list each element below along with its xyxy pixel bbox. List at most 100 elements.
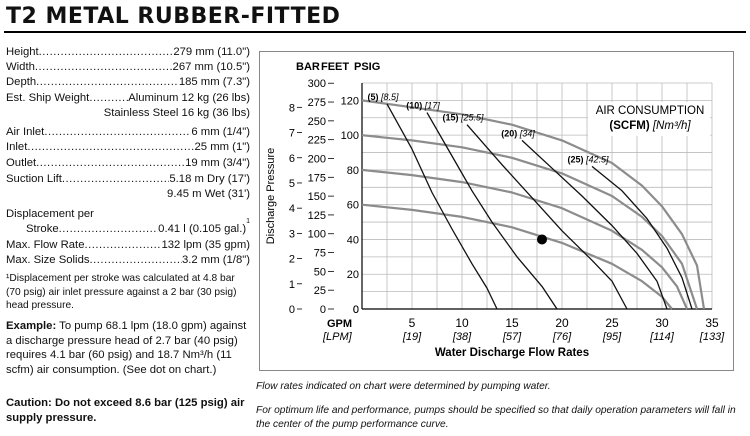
psig-tick-label: 100	[341, 130, 359, 142]
spec-label: Suction Lift	[6, 173, 62, 185]
spec-value: 3.2 mm (1/8")	[181, 254, 250, 266]
feet-tick-label: 275	[308, 97, 326, 109]
air-consumption-title: AIR CONSUMPTION	[596, 105, 705, 117]
bar-tick-label: 3	[289, 228, 295, 240]
gpm-tick-label: 35	[705, 316, 719, 330]
spec-label: Inlet	[6, 141, 28, 153]
gpm-tick-label: 15	[505, 316, 519, 330]
air-supply-curve	[361, 99, 706, 310]
lpm-tick-label: [95]	[602, 331, 622, 343]
gpm-tick-label: 10	[455, 316, 469, 330]
air-supply-curve	[361, 203, 673, 310]
spec-label: Stroke	[26, 223, 59, 235]
spec-width: Width 267 mm (10.5")	[6, 60, 250, 75]
psig-tick-label: 40	[347, 234, 359, 246]
chart-caption-flow: Flow rates indicated on chart were deter…	[256, 381, 551, 392]
air-supply-curve	[361, 134, 699, 310]
psig-tick-label: 0	[353, 304, 359, 316]
spec-label: Depth	[6, 76, 37, 88]
psig-tick-label: 120	[341, 95, 359, 107]
bar-tick-label: 8	[289, 102, 295, 114]
gpm-unit-label: GPM	[327, 318, 352, 330]
spec-depth: Depth 185 mm (7.3")	[6, 75, 250, 90]
nm3h-label: [17]	[424, 101, 441, 111]
spec-value: 279 mm (11.0")	[173, 46, 250, 58]
spec-height: Height 279 mm (11.0")	[6, 45, 250, 60]
feet-unit-label: FEET	[321, 61, 349, 73]
bar-tick-label: 6	[289, 153, 295, 165]
bar-tick-label: 7	[289, 128, 295, 140]
performance-chart: BAR FEET PSIG02040608010012002550751001251…	[265, 61, 725, 359]
spec-value: 19 mm (3/4")	[185, 157, 250, 169]
air-consumption-units: (SCFM) [Nm³/h]	[609, 120, 691, 132]
feet-tick-label: 150	[308, 191, 326, 203]
feet-tick-label: 125	[308, 210, 326, 222]
spec-ship-weight-stainless: Stainless Steel 16 kg (36 lbs)	[103, 107, 250, 119]
spec-suction-lift-wet: 9.45 m Wet (31')	[167, 188, 250, 200]
nm3h-label: [42.5]	[585, 154, 609, 164]
spec-inlet: Inlet 25 mm (1")	[6, 140, 250, 155]
spec-label: Est. Ship Weight	[6, 92, 90, 104]
spec-max-flow: Max. Flow Rate 132 lpm (35 gpm)	[6, 238, 250, 253]
gpm-tick-label: 30	[655, 316, 669, 330]
feet-tick-label: 100	[308, 229, 326, 241]
spec-label: Max. Flow Rate	[6, 239, 85, 251]
air-consumption-label: (5) [8.5]	[367, 92, 399, 102]
air-consumption-label: (15) [25.5]	[442, 113, 484, 123]
spec-value: 132 lpm (35 gpm)	[161, 239, 250, 251]
spec-value: Aluminum 12 kg (26 lbs)	[128, 92, 250, 104]
example-paragraph: Example: To pump 68.1 lpm (18.0 gpm) aga…	[6, 319, 250, 377]
air-consumption-legend-bg	[588, 102, 710, 136]
air-consumption-curve	[426, 112, 558, 310]
lpm-tick-label: [38]	[452, 331, 472, 343]
bar-tick-label: 0	[289, 304, 295, 316]
spec-label: Outlet	[6, 157, 37, 169]
spec-displacement-label: Displacement per	[6, 208, 94, 220]
spec-displacement: Stroke 0.41 l (0.105 gal.)1	[6, 218, 250, 237]
air-consumption-curve	[466, 124, 628, 310]
air-consumption-label: (25) [42.5]	[567, 154, 609, 164]
feet-tick-label: 175	[308, 172, 326, 184]
air-supply-curve	[361, 168, 689, 310]
scfm-label: (10)	[406, 101, 425, 111]
lpm-unit-label: [LPM]	[322, 331, 353, 343]
spec-label: Air Inlet	[6, 126, 45, 138]
spec-suction-lift: Suction Lift 5.18 m Dry (17')	[6, 172, 250, 187]
lpm-tick-label: [19]	[402, 331, 422, 343]
spec-value: 0.41 l (0.105 gal.)	[158, 223, 247, 235]
bar-tick-label: 5	[289, 178, 295, 190]
lpm-tick-label: [76]	[552, 331, 572, 343]
bar-unit-label: BAR	[296, 61, 320, 73]
bar-tick-label: 4	[289, 203, 295, 215]
nm3h-label: [8.5]	[380, 92, 399, 102]
spec-label: Width	[6, 61, 35, 73]
psig-unit-label: PSIG	[354, 61, 380, 73]
gpm-tick-label: 5	[409, 316, 416, 330]
spec-label: Height	[6, 46, 39, 58]
lpm-tick-label: [114]	[649, 331, 675, 343]
psig-tick-label: 80	[347, 165, 359, 177]
feet-tick-label: 300	[308, 78, 326, 90]
air-consumption-curve	[521, 139, 668, 310]
feet-tick-label: 250	[308, 116, 326, 128]
chart-caption-performance: For optimum life and performance, pumps …	[256, 405, 736, 430]
feet-tick-label: 25	[314, 285, 326, 297]
spec-label: Max. Size Solids	[6, 254, 90, 266]
feet-tick-label: 50	[314, 266, 326, 278]
x-axis-title: Water Discharge Flow Rates	[435, 347, 589, 359]
lpm-tick-label: [133]	[699, 331, 725, 343]
example-text: To pump 68.1 lpm (18.0 gpm) against a di…	[6, 320, 247, 376]
psig-tick-label: 20	[347, 269, 359, 281]
spec-ship-weight: Est. Ship Weight Aluminum 12 kg (26 lbs)	[6, 91, 250, 106]
example-label: Example:	[6, 320, 57, 332]
lpm-tick-label: [57]	[502, 331, 522, 343]
air-consumption-curve	[386, 103, 498, 310]
displacement-footnote: ¹Displacement per stroke was calculated …	[6, 273, 237, 311]
performance-chart-frame: BAR FEET PSIG 0 20 40 60 80 100 120 0 25 50 75 100 125 1…	[259, 51, 734, 371]
feet-tick-label: 75	[314, 248, 326, 260]
scfm-label: (20)	[501, 128, 520, 138]
bar-tick-label: 2	[289, 254, 295, 266]
nm3h-label: [34]	[519, 128, 536, 138]
title-rule	[4, 31, 746, 33]
caution-text: Caution: Do not exceed 8.6 bar (125 psig…	[6, 397, 245, 424]
